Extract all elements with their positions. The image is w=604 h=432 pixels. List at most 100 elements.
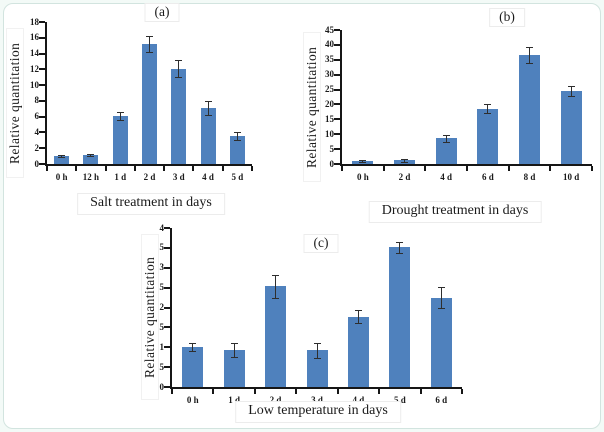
x-category-label: 4 d: [202, 172, 214, 182]
error-bar-cap-bottom: [87, 155, 95, 157]
x-category-label: 4 d: [352, 395, 365, 405]
y-tick-mark: [164, 326, 170, 329]
error-bar-line: [445, 134, 447, 142]
x-tick-mark: [507, 166, 510, 171]
x-category-label: 6 d: [481, 172, 494, 182]
x-category-label: 4 d: [440, 172, 453, 182]
y-tick-label: 45: [325, 24, 334, 35]
y-tick-label: 0: [329, 158, 335, 169]
bar: [265, 286, 287, 387]
panel-a-x-axis-title: Salt treatment in days: [77, 193, 225, 215]
error-bar-cap-top: [359, 160, 367, 162]
y-tick-label: 2: [159, 302, 165, 312]
error-bar-line: [233, 343, 235, 357]
y-tick-label: 16: [30, 32, 39, 43]
x-tick-mark: [382, 166, 385, 171]
bar: [306, 350, 328, 387]
y-tick-mark: [334, 148, 340, 151]
error-bar-cap-top: [526, 47, 533, 49]
x-tick-mark: [221, 166, 224, 171]
x-category-label: 12 h: [82, 172, 100, 182]
panel-b-plot-area: 0 5 10 15 20 25 30 35 40 45 0 h 2 d 4 d 6 d 8 d 10 d: [325, 25, 593, 182]
error-bar-cap-bottom: [58, 157, 66, 159]
x-tick-mark: [75, 166, 78, 171]
y-tick-label: 0: [34, 158, 40, 169]
error-bar-line: [236, 132, 238, 141]
x-tick-mark: [424, 166, 427, 171]
y-tick-label: 10: [30, 79, 39, 90]
error-bar-line: [529, 47, 530, 64]
panel-b-y-axis-title: Relative quantitation: [303, 32, 321, 182]
bar: [430, 297, 452, 387]
error-bar-cap-top: [146, 36, 153, 38]
error-bar-line: [487, 104, 489, 114]
y-tick-mark: [334, 118, 340, 121]
error-bar-cap-top: [87, 153, 95, 155]
bar: [54, 156, 70, 164]
error-bar-line: [404, 158, 405, 162]
y-tick-label: 12: [30, 63, 39, 74]
error-bar-cap-top: [401, 158, 408, 160]
error-bar-cap-top: [442, 134, 450, 136]
error-bar-line: [357, 310, 359, 323]
x-category-label: 1 d: [228, 395, 241, 405]
error-bar-line: [275, 275, 277, 298]
y-tick-mark: [334, 73, 340, 76]
y-tick-label: 30: [325, 69, 334, 80]
bar: [560, 91, 582, 164]
y-tick-label: 0: [159, 381, 165, 392]
panel-low-temperature: (c) Relative quantitation 00.511.522.533…: [125, 222, 485, 432]
bar: [112, 115, 128, 164]
error-bar-cap-top: [396, 241, 404, 243]
error-bar-line: [192, 343, 194, 352]
x-tick-mark: [253, 389, 256, 394]
error-bar-cap-top: [189, 343, 197, 345]
panel-salt-treatment: (a) Relative quantitation 0 2 4 6 8 10 12 14 16 1…: [0, 0, 300, 222]
panel-c-label: (c): [303, 234, 339, 253]
x-tick-mark: [591, 166, 593, 171]
y-tick-mark: [334, 133, 340, 136]
error-bar-cap-bottom: [401, 161, 408, 163]
y-tick-mark: [39, 99, 45, 102]
y-tick-mark: [164, 366, 170, 369]
panel-b-label: (b): [489, 8, 525, 27]
error-bar-line: [207, 100, 209, 116]
x-category-label: 6 d: [435, 395, 448, 405]
error-bar-cap-bottom: [567, 96, 575, 98]
x-category-label: 10 d: [563, 172, 580, 182]
y-tick-mark: [164, 306, 170, 309]
y-tick-mark: [334, 29, 340, 31]
bar: [142, 44, 157, 164]
bar: [477, 108, 499, 164]
x-tick-mark: [171, 389, 173, 394]
error-bar-line: [178, 59, 180, 78]
y-tick-mark: [164, 346, 170, 349]
panel-b-x-axis-title: Drought treatment in days: [368, 201, 542, 223]
x-category-label: 3 d: [311, 395, 323, 405]
x-tick-mark: [336, 389, 339, 394]
error-bar-cap-bottom: [437, 307, 445, 309]
error-bar-cap-top: [204, 100, 212, 102]
error-bar-cap-bottom: [230, 356, 238, 358]
y-tick-label: 25: [325, 84, 334, 95]
y-tick-mark: [39, 115, 45, 118]
panel-a-plot-area: 0 2 4 6 8 10 12 14 16 18 0 h 12 h 1 d 2 d 3 d 4 d 5 d: [30, 17, 253, 182]
y-tick-mark: [164, 266, 170, 269]
y-tick-label: 20: [325, 98, 334, 109]
x-category-label: 0 h: [186, 395, 199, 405]
x-tick-mark: [549, 166, 552, 171]
y-tick-mark: [334, 58, 340, 61]
bar: [171, 68, 187, 164]
y-tick-mark: [39, 36, 45, 39]
error-bar-line: [316, 343, 318, 358]
panel-c-plot-area: 00.511.522.533.540 h1 d2 d3 d4 d5 d6 d: [153, 223, 463, 405]
y-tick-label: 18: [30, 16, 39, 27]
y-tick-label: 4: [34, 126, 40, 137]
y-tick-mark: [39, 163, 45, 165]
error-bar-cap-top: [313, 343, 321, 345]
y-tick-mark: [334, 103, 340, 106]
x-tick-mark: [46, 166, 48, 171]
x-tick-mark: [419, 389, 422, 394]
y-tick-mark: [164, 386, 170, 388]
